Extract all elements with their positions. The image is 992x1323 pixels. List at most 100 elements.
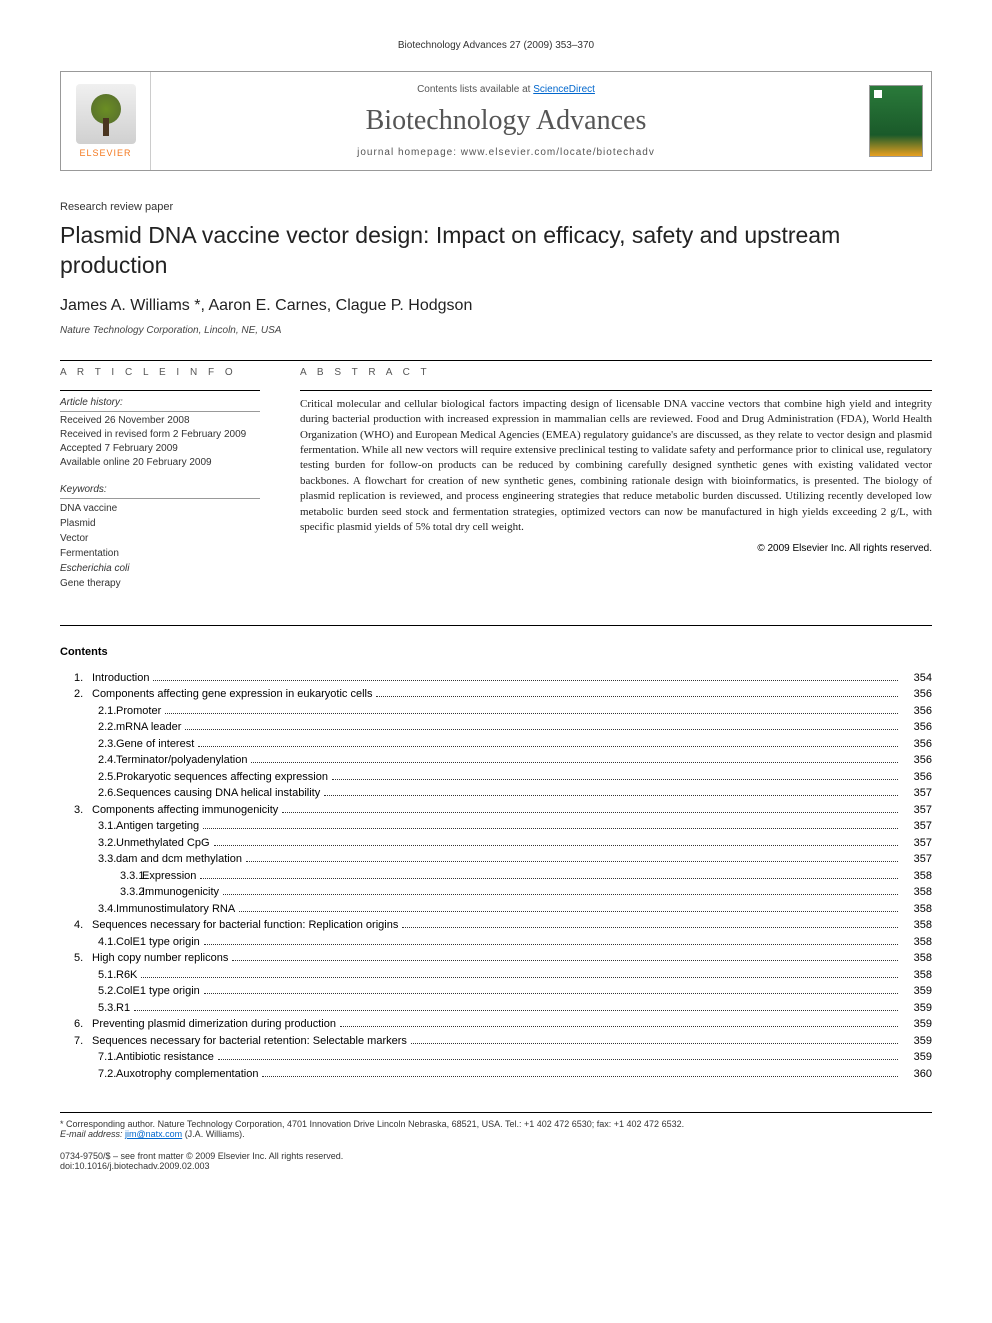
article-info-heading: A R T I C L E I N F O (60, 367, 260, 378)
toc-dots (204, 944, 898, 945)
email-link[interactable]: jim@natx.com (125, 1129, 182, 1139)
toc-row[interactable]: 2.5.Prokaryotic sequences affecting expr… (60, 769, 932, 786)
toc-page: 356 (902, 752, 932, 769)
abstract-column: A B S T R A C T Critical molecular and c… (300, 367, 932, 605)
toc-dots (251, 762, 898, 763)
toc-row[interactable]: 5.1.R6K358 (60, 967, 932, 984)
toc-row[interactable]: 4.Sequences necessary for bacterial func… (60, 917, 932, 934)
toc-dots (185, 729, 898, 730)
contents-available-line: Contents lists available at ScienceDirec… (163, 84, 849, 95)
toc-number: 2.4. (60, 752, 116, 769)
toc-label: Terminator/polyadenylation (116, 752, 247, 769)
history-line: Accepted 7 February 2009 (60, 442, 260, 456)
journal-homepage: journal homepage: www.elsevier.com/locat… (163, 147, 849, 158)
toc-page: 358 (902, 868, 932, 885)
table-of-contents: 1.Introduction3542.Components affecting … (60, 670, 932, 1083)
abstract-heading: A B S T R A C T (300, 367, 932, 378)
toc-row[interactable]: 3.2.Unmethylated CpG357 (60, 835, 932, 852)
toc-label: Unmethylated CpG (116, 835, 210, 852)
toc-label: High copy number replicons (92, 950, 228, 967)
divider (300, 390, 932, 391)
homepage-url[interactable]: www.elsevier.com/locate/biotechadv (461, 147, 655, 158)
email-line: E-mail address: jim@natx.com (J.A. Willi… (60, 1129, 932, 1139)
toc-row[interactable]: 2.3.Gene of interest356 (60, 736, 932, 753)
toc-page: 356 (902, 686, 932, 703)
toc-label: ColE1 type origin (116, 934, 200, 951)
toc-label: Antigen targeting (116, 818, 199, 835)
sciencedirect-link[interactable]: ScienceDirect (533, 84, 595, 95)
article-history-block: Article history: Received 26 November 20… (60, 397, 260, 470)
toc-row[interactable]: 5.2.ColE1 type origin359 (60, 983, 932, 1000)
history-line: Available online 20 February 2009 (60, 456, 260, 470)
contents-heading: Contents (60, 646, 932, 658)
info-abstract-row: A R T I C L E I N F O Article history: R… (60, 367, 932, 605)
toc-row[interactable]: 5.High copy number replicons 358 (60, 950, 932, 967)
toc-label: Promoter (116, 703, 161, 720)
toc-number: 3.3. (60, 851, 116, 868)
toc-row[interactable]: 2.Components affecting gene expression i… (60, 686, 932, 703)
toc-page: 358 (902, 901, 932, 918)
toc-number: 3.3.1. (60, 868, 142, 885)
keywords-label: Keywords: (60, 484, 260, 499)
divider (60, 390, 260, 391)
toc-row[interactable]: 3.Components affecting immunogenicity357 (60, 802, 932, 819)
toc-number: 2.1. (60, 703, 116, 720)
toc-dots (200, 878, 898, 879)
article-history-label: Article history: (60, 397, 260, 412)
toc-row[interactable]: 3.3.2.Immunogenicity358 (60, 884, 932, 901)
toc-row[interactable]: 3.3.dam and dcm methylation357 (60, 851, 932, 868)
toc-label: Prokaryotic sequences affecting expressi… (116, 769, 328, 786)
abstract-copyright: © 2009 Elsevier Inc. All rights reserved… (300, 543, 932, 554)
toc-row[interactable]: 7.1.Antibiotic resistance359 (60, 1049, 932, 1066)
toc-dots (214, 845, 898, 846)
toc-dots (324, 795, 898, 796)
toc-row[interactable]: 4.1.ColE1 type origin358 (60, 934, 932, 951)
issn-line: 0734-9750/$ – see front matter © 2009 El… (60, 1151, 932, 1161)
history-line: Received 26 November 2008 (60, 414, 260, 428)
journal-name: Biotechnology Advances (163, 105, 849, 137)
toc-dots (402, 927, 898, 928)
toc-row[interactable]: 7.Sequences necessary for bacterial rete… (60, 1033, 932, 1050)
toc-dots (141, 977, 898, 978)
toc-label: Expression (142, 868, 196, 885)
toc-dots (134, 1010, 898, 1011)
toc-number: 5.3. (60, 1000, 116, 1017)
toc-number: 3.1. (60, 818, 116, 835)
journal-header-center: Contents lists available at ScienceDirec… (151, 72, 861, 170)
toc-row[interactable]: 3.1.Antigen targeting357 (60, 818, 932, 835)
toc-row[interactable]: 3.4.Immunostimulatory RNA358 (60, 901, 932, 918)
toc-row[interactable]: 2.2.mRNA leader356 (60, 719, 932, 736)
toc-number: 3. (60, 802, 92, 819)
toc-label: Antibiotic resistance (116, 1049, 214, 1066)
toc-number: 5. (60, 950, 92, 967)
divider (60, 360, 932, 361)
toc-row[interactable]: 5.3.R1359 (60, 1000, 932, 1017)
toc-page: 357 (902, 802, 932, 819)
toc-number: 1. (60, 670, 92, 687)
corresponding-author-note: * Corresponding author. Nature Technolog… (60, 1119, 932, 1129)
toc-row[interactable]: 2.6.Sequences causing DNA helical instab… (60, 785, 932, 802)
journal-header: ELSEVIER Contents lists available at Sci… (60, 71, 932, 171)
toc-page: 358 (902, 967, 932, 984)
toc-row[interactable]: 6.Preventing plasmid dimerization during… (60, 1016, 932, 1033)
bottom-meta: 0734-9750/$ – see front matter © 2009 El… (60, 1151, 932, 1171)
keyword-item: Fermentation (60, 546, 260, 561)
toc-row[interactable]: 2.1.Promoter 356 (60, 703, 932, 720)
running-header: Biotechnology Advances 27 (2009) 353–370 (60, 40, 932, 51)
article-info-column: A R T I C L E I N F O Article history: R… (60, 367, 260, 605)
toc-label: Sequences causing DNA helical instabilit… (116, 785, 320, 802)
toc-label: mRNA leader (116, 719, 181, 736)
toc-row[interactable]: 2.4.Terminator/polyadenylation 356 (60, 752, 932, 769)
toc-row[interactable]: 7.2.Auxotrophy complementation360 (60, 1066, 932, 1083)
homepage-label: journal homepage: (357, 147, 461, 158)
toc-dots (198, 746, 898, 747)
toc-row[interactable]: 1.Introduction354 (60, 670, 932, 687)
toc-dots (165, 713, 898, 714)
toc-row[interactable]: 3.3.1.Expression 358 (60, 868, 932, 885)
toc-number: 3.3.2. (60, 884, 142, 901)
toc-page: 359 (902, 983, 932, 1000)
toc-page: 358 (902, 950, 932, 967)
toc-page: 356 (902, 703, 932, 720)
toc-number: 7.2. (60, 1066, 116, 1083)
toc-page: 358 (902, 934, 932, 951)
